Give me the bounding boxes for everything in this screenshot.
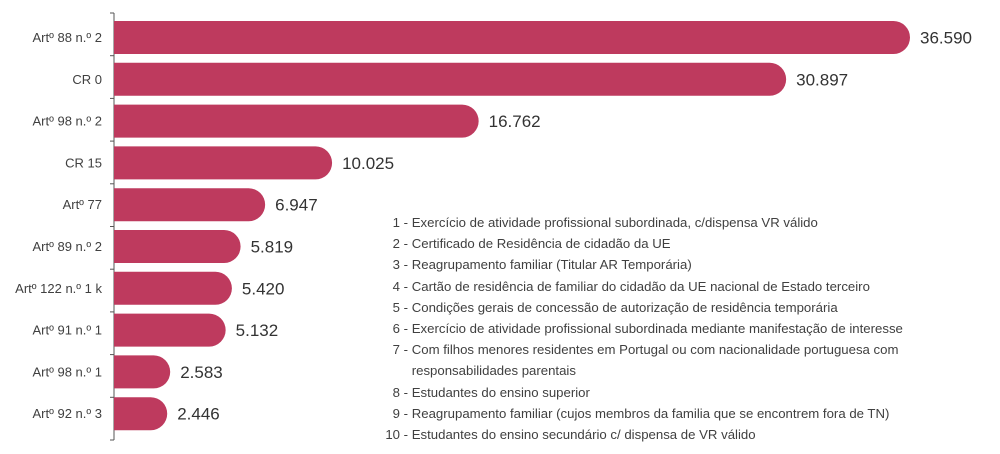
legend-separator: - (400, 299, 412, 315)
legend-item-number: 3 (392, 257, 400, 273)
data-label: 5.132 (236, 321, 279, 340)
legend-separator: - (400, 236, 412, 252)
category-label: Artº 98 n.º 2 (33, 114, 102, 129)
legend-item-text: Estudantes do ensino secundário c/ dispe… (411, 427, 756, 443)
bar (114, 146, 333, 180)
legend-item-number: 10 (385, 427, 400, 443)
legend-item-number: 5 (392, 299, 400, 315)
legend-item-text: Cartão de residência de familiar do cida… (411, 278, 870, 294)
legend-item: 6 - Exercício de atividade profissional … (380, 318, 972, 339)
bar (114, 188, 266, 222)
bar (114, 397, 168, 431)
legend-item-text: Com filhos menores residentes em Portuga… (411, 342, 899, 379)
legend-item: 5 - Condições gerais de concessão de aut… (380, 297, 972, 318)
legend-item: 2 - Certificado de Residência de cidadão… (380, 233, 972, 254)
legend-item-text: Certificado de Residência de cidadão da … (411, 236, 671, 252)
legend-item-text: Exercício de atividade profissional subo… (411, 321, 903, 337)
bar (114, 271, 232, 305)
legend-separator: - (400, 257, 412, 273)
data-label: 10.025 (342, 154, 394, 173)
legend-item-text: Estudantes do ensino superior (411, 384, 590, 400)
bar (114, 21, 910, 54)
data-label: 2.583 (180, 363, 223, 382)
legend-item-number: 2 (392, 236, 400, 252)
bar (114, 62, 787, 96)
legend-item-text: Reagrupamento familiar (cujos membros da… (411, 405, 890, 421)
legend-item: 7 - Com filhos menores residentes em Por… (380, 339, 972, 381)
category-label: Artº 92 n.º 3 (33, 406, 102, 421)
category-label: Artº 91 n.º 1 (33, 323, 102, 338)
data-label: 30.897 (796, 70, 848, 89)
bar (114, 230, 241, 263)
category-label: CR 0 (72, 72, 102, 87)
legend-item: 3 - Reagrupamento familiar (Titular AR T… (380, 254, 972, 275)
category-label: Artº 88 n.º 2 (33, 30, 102, 45)
legend: 1 - Exercício de atividade profissional … (380, 212, 972, 445)
legend-item-number: 4 (392, 278, 400, 294)
legend-item-text: Condições gerais de concessão de autoriz… (411, 299, 838, 315)
legend-separator: - (400, 342, 412, 358)
legend-separator: - (400, 215, 412, 230)
legend-separator: - (400, 278, 412, 294)
legend-item-number: 1 (392, 215, 400, 230)
legend-separator: - (400, 427, 412, 443)
data-label: 2.446 (177, 405, 220, 424)
legend-item: 1 - Exercício de atividade profissional … (380, 212, 972, 233)
legend-separator: - (400, 384, 412, 400)
legend-separator: - (400, 405, 412, 421)
data-label: 5.420 (242, 279, 285, 298)
legend-item: 8 - Estudantes do ensino superior (380, 382, 972, 403)
bar (114, 104, 479, 138)
data-label: 6.947 (275, 196, 318, 215)
bar (114, 313, 226, 347)
legend-separator: - (400, 321, 412, 337)
category-label: CR 15 (65, 155, 102, 170)
data-label: 36.590 (920, 29, 972, 48)
data-label: 5.819 (251, 238, 294, 257)
category-label: Artº 89 n.º 2 (33, 239, 102, 254)
legend-item-number: 8 (392, 384, 400, 400)
data-label: 16.762 (489, 112, 541, 131)
legend-item-text: Exercício de atividade profissional subo… (411, 215, 818, 230)
legend-item-number: 9 (392, 405, 400, 421)
legend-item: 9 - Reagrupamento familiar (cujos membro… (380, 403, 972, 424)
bar (114, 355, 171, 389)
category-label: Artº 77 (63, 197, 102, 212)
legend-item: 10 - Estudantes do ensino secundário c/ … (380, 424, 972, 445)
category-label: Artº 98 n.º 1 (33, 364, 102, 379)
legend-item-number: 7 (392, 342, 400, 358)
category-label: Artº 122 n.º 1 k (15, 281, 102, 296)
legend-item-text: Reagrupamento familiar (Titular AR Tempo… (411, 257, 692, 273)
legend-item: 4 - Cartão de residência de familiar do … (380, 276, 972, 297)
legend-item-number: 6 (392, 321, 400, 337)
